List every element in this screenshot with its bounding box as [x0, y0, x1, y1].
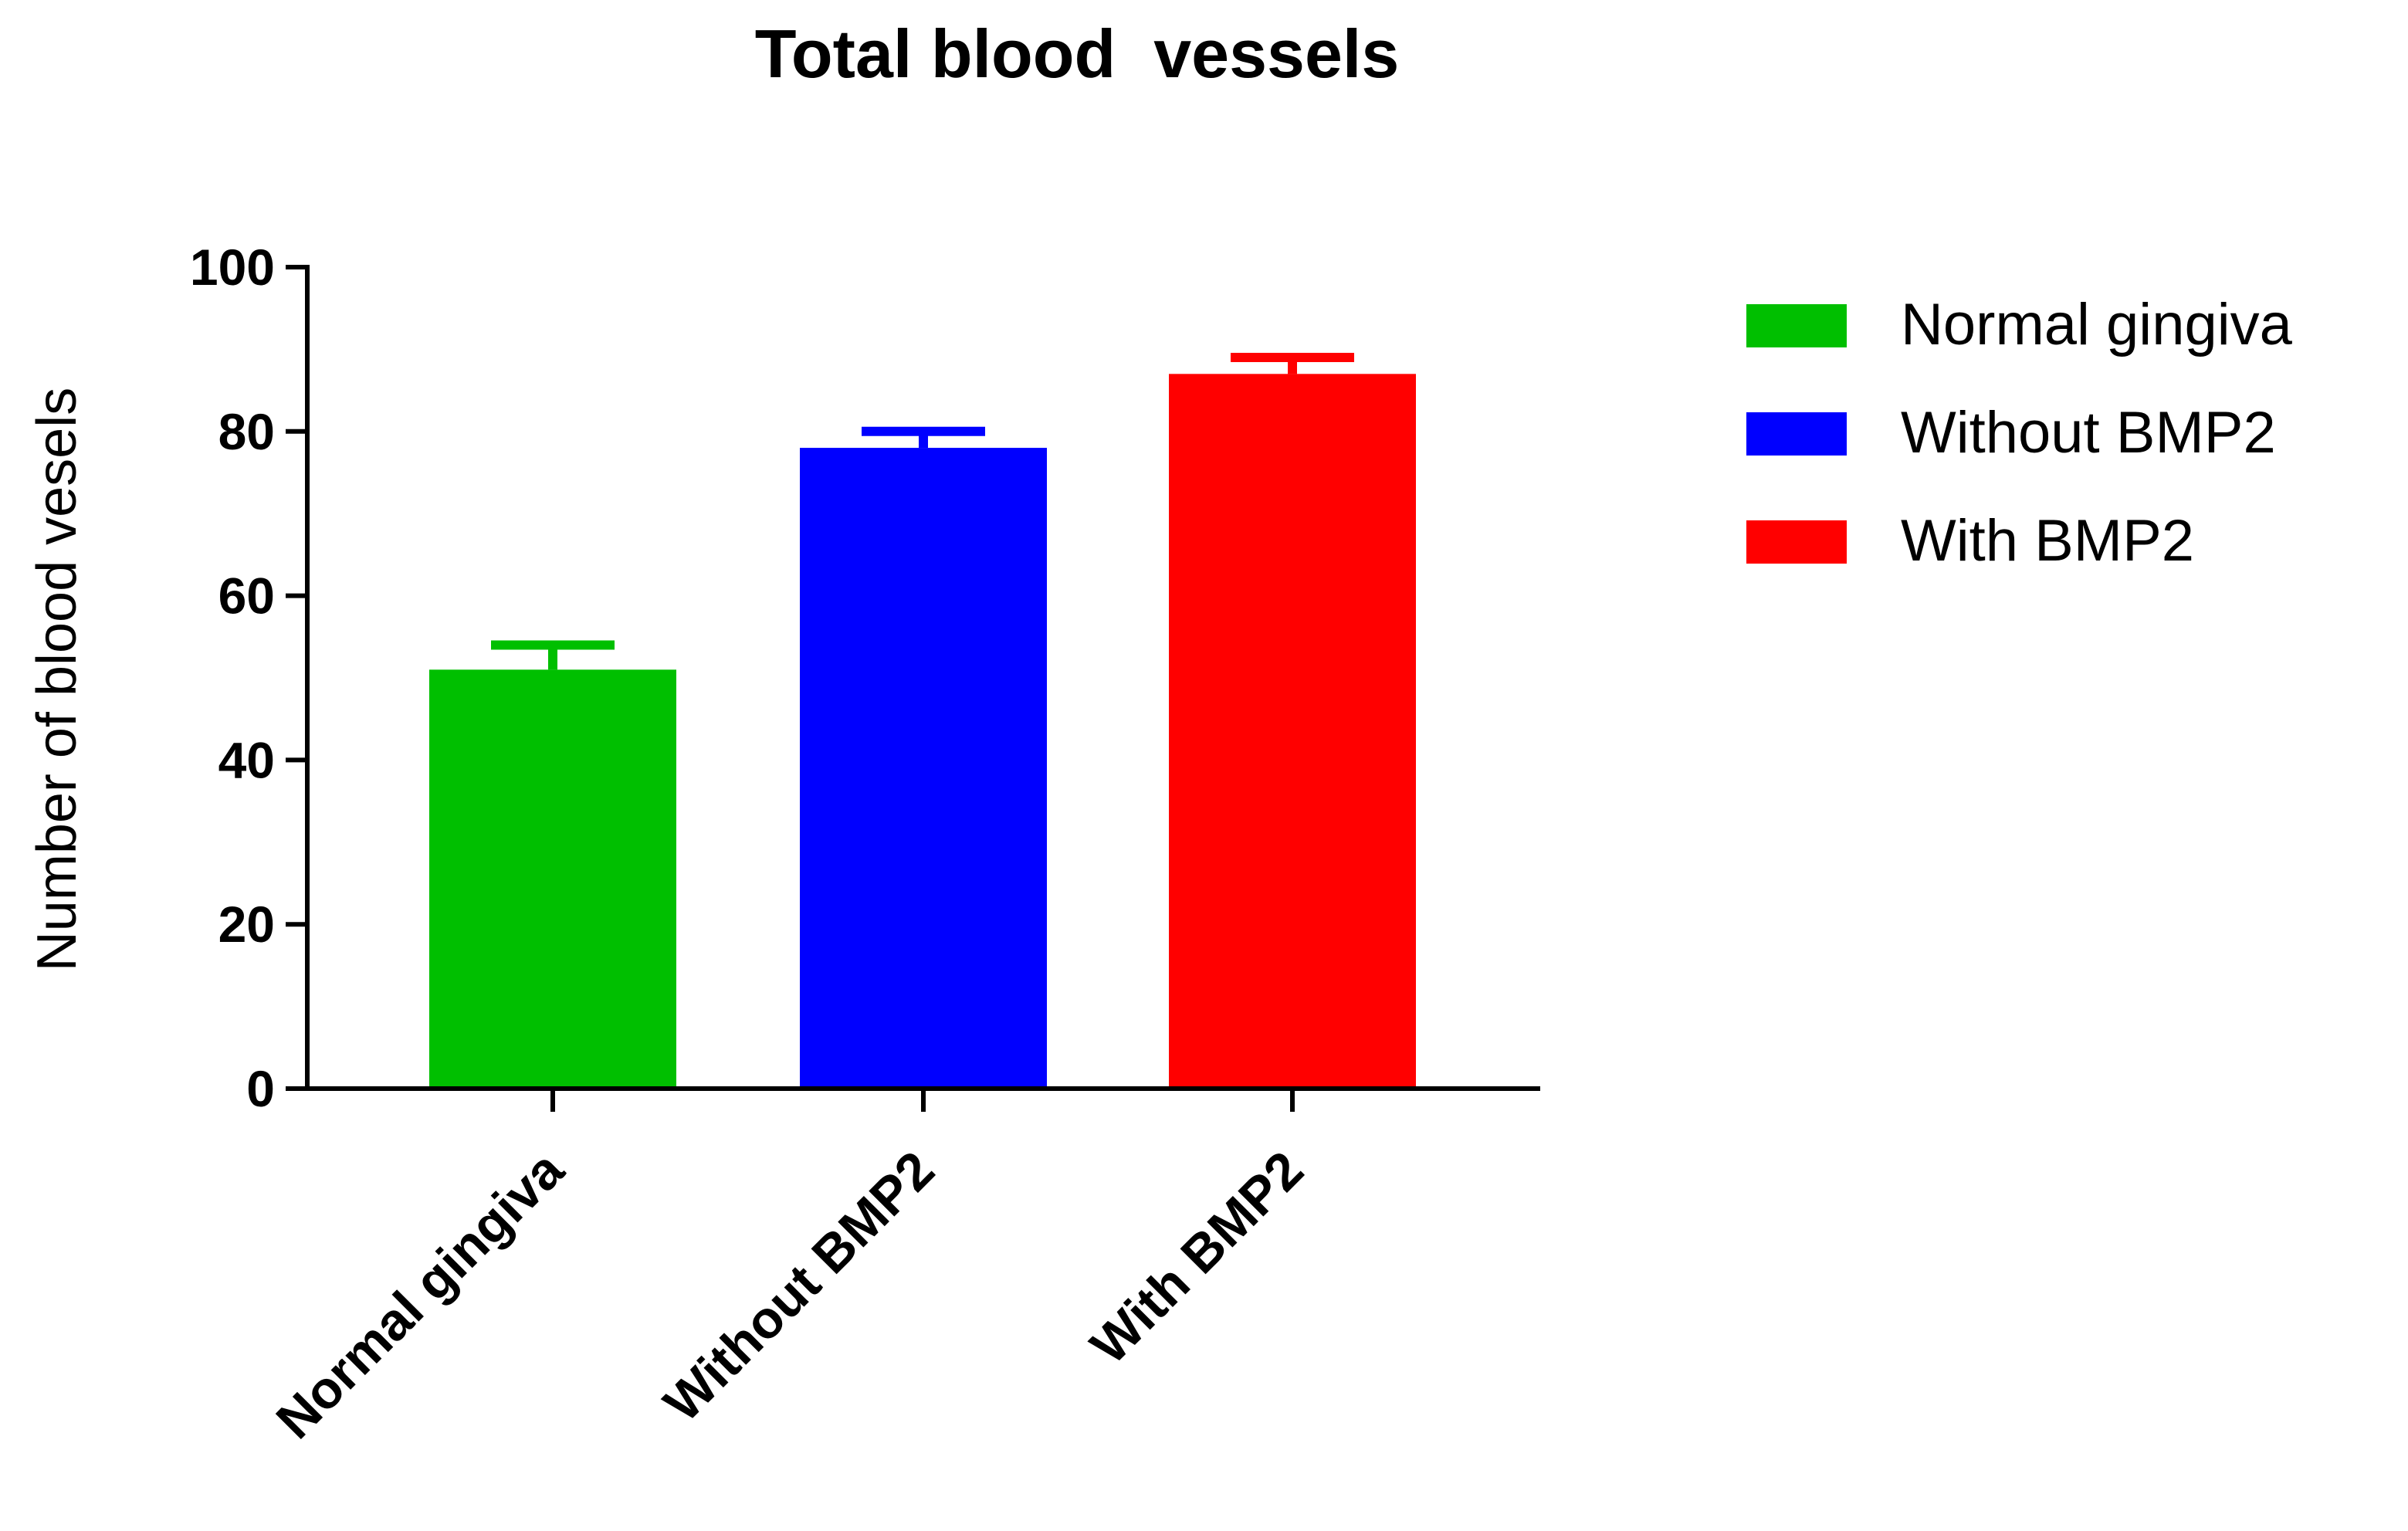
y-tick-label-5: 100	[190, 239, 275, 296]
legend-swatch-2	[1746, 520, 1847, 564]
y-tick-label-1: 20	[218, 896, 275, 953]
bar-2	[1169, 374, 1416, 1089]
chart-title: Total blood vessels	[755, 15, 1400, 92]
legend-swatch-0	[1746, 304, 1847, 347]
plot-area: 0 20 40 60 80 100 Normal gingiva Without BMP2 Wi…	[190, 239, 1540, 1450]
y-tick-label-3: 60	[218, 567, 275, 625]
legend-swatch-1	[1746, 412, 1847, 456]
x-tick-label-2: With BMP2	[1079, 1140, 1314, 1375]
x-tick-label-1: Without BMP2	[652, 1140, 945, 1433]
y-tick-label-0: 0	[246, 1060, 275, 1117]
x-tick-label-0: Normal gingiva	[266, 1140, 576, 1450]
y-tick-label-4: 80	[218, 403, 275, 460]
legend-label-0: Normal gingiva	[1901, 292, 2293, 357]
bar-1	[800, 448, 1047, 1089]
legend-label-2: With BMP2	[1901, 508, 2194, 574]
legend: Normal gingiva Without BMP2 With BMP2	[1746, 292, 2293, 574]
y-axis-label: Number of blood vesels	[26, 388, 88, 971]
bar-0	[429, 669, 676, 1089]
y-tick-label-2: 40	[218, 731, 275, 788]
legend-label-1: Without BMP2	[1901, 400, 2276, 466]
